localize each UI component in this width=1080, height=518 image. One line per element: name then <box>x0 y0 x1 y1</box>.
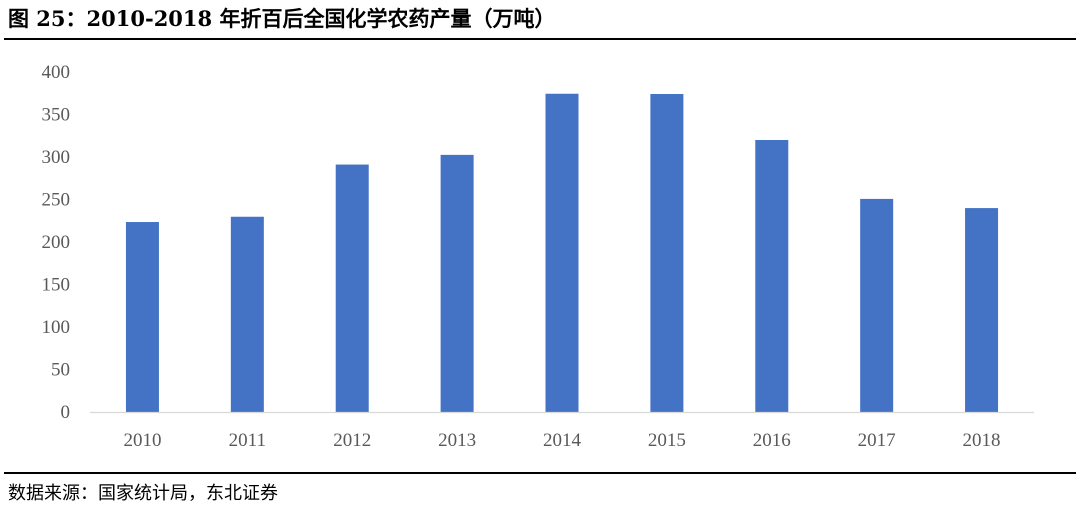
y-tick-label: 200 <box>42 232 71 253</box>
y-tick-label: 400 <box>42 62 71 83</box>
x-tick-label: 2012 <box>333 430 371 451</box>
x-tick-label: 2017 <box>858 430 896 451</box>
x-tick-label: 2015 <box>648 430 686 451</box>
y-tick-label: 150 <box>42 275 71 296</box>
x-tick-label: 2018 <box>963 430 1001 451</box>
footer-rule <box>4 472 1076 474</box>
bars <box>125 93 999 412</box>
bar-2017 <box>860 198 894 412</box>
x-tick-label: 2016 <box>753 430 791 451</box>
bar-2013 <box>440 154 474 412</box>
bar-2011 <box>230 216 264 412</box>
bar-2014 <box>545 93 579 412</box>
x-tick-label: 2010 <box>123 430 161 451</box>
source-note: 数据来源：国家统计局，东北证券 <box>8 483 278 504</box>
y-tick-label: 100 <box>42 317 71 338</box>
y-tick-label: 50 <box>51 360 70 381</box>
bar-2015 <box>650 94 684 412</box>
figure-title: 图 25：2010-2018 年折百后全国化学农药产量（万吨） <box>8 6 556 31</box>
y-axis-ticks: 0 50 100 150 200 250 300 350 400 <box>42 62 71 423</box>
x-tick-label: 2013 <box>438 430 476 451</box>
y-tick-label: 350 <box>42 105 71 126</box>
x-axis-ticks: 2010 2011 2012 2013 2014 2015 2016 2017 2018 <box>123 430 1000 451</box>
title-rule <box>4 38 1076 40</box>
x-tick-label: 2014 <box>543 430 582 451</box>
y-tick-label: 300 <box>42 147 71 168</box>
y-tick-label: 250 <box>42 190 71 211</box>
x-tick-label: 2011 <box>229 430 266 451</box>
y-tick-label: 0 <box>61 402 71 423</box>
bar-2010 <box>125 222 159 412</box>
bar-2018 <box>965 208 999 412</box>
bar-2016 <box>755 140 789 412</box>
bar-2012 <box>335 164 369 412</box>
